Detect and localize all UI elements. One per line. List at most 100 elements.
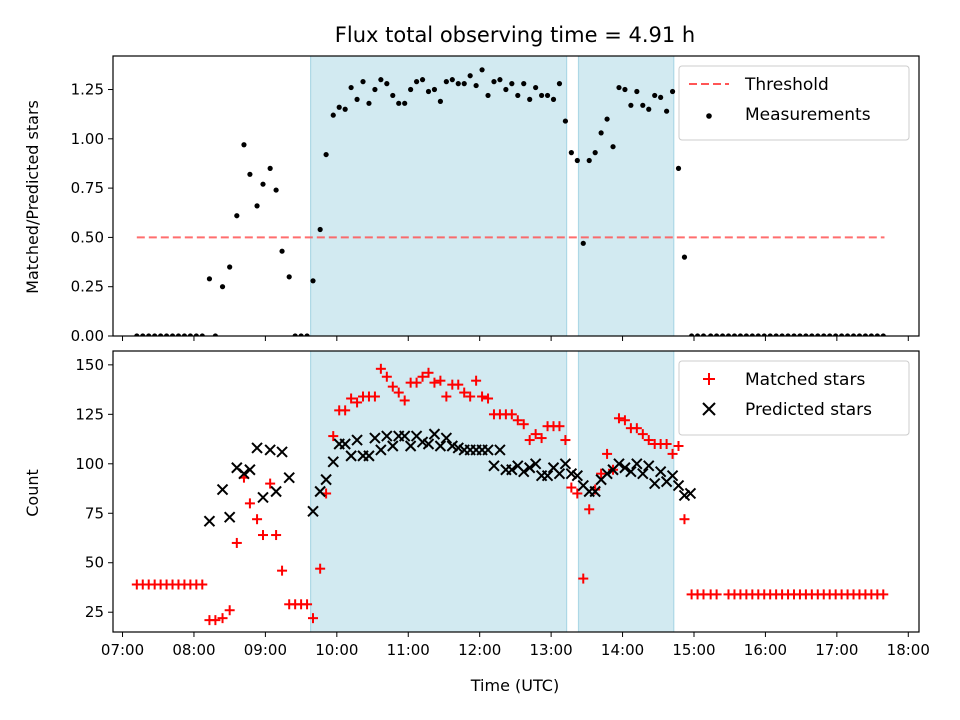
y-tick-label: 0.25 (71, 278, 104, 296)
measurement-point (862, 333, 869, 336)
matched-point (524, 435, 535, 446)
measurement-point (360, 79, 366, 85)
measurement-point (461, 81, 467, 87)
measurement-point (425, 88, 432, 95)
measurement-point (749, 333, 755, 336)
predicted-point (654, 466, 667, 478)
predicted-point (613, 458, 625, 470)
matched-point (381, 371, 392, 382)
predicted-point (216, 483, 229, 496)
measurement-point (292, 333, 298, 336)
legend-label: Predicted stars (745, 400, 872, 420)
measurement-point (140, 333, 146, 336)
figure-title: Flux total observing time = 4.91 h (335, 23, 695, 47)
matched-point (477, 391, 488, 402)
legend-label: Measurements (745, 105, 871, 125)
measurement-point (544, 92, 551, 99)
predicted-point (494, 444, 506, 456)
measurement-point (844, 333, 851, 336)
measurement-point (797, 333, 803, 336)
measurement-point (449, 77, 455, 83)
measurement-point (267, 165, 273, 171)
measurement-point (767, 333, 773, 336)
matched-point (512, 415, 523, 426)
predicted-point (637, 467, 649, 480)
matched-point (265, 478, 276, 489)
measurement-point (491, 79, 497, 85)
measurement-point (310, 278, 316, 284)
measurement-point (348, 84, 354, 91)
measurement-point (408, 86, 414, 93)
legend-predicted-swatch (702, 402, 716, 416)
matched-point (465, 391, 476, 402)
predicted-point (404, 440, 417, 452)
measurement-point (562, 118, 569, 124)
matched-point (602, 448, 613, 459)
legend: Threshold Measurements (678, 65, 910, 141)
predicted-point (643, 460, 655, 472)
legend-box (678, 65, 910, 141)
matched-point (566, 482, 577, 493)
x-tick-label: 08:00 (172, 641, 215, 659)
matched-point (483, 393, 494, 404)
x-tick-label: 15:00 (672, 641, 715, 659)
x-tick-label: 12:00 (458, 641, 501, 659)
legend: Matched stars Predicted stars (678, 360, 910, 436)
measurement-point (298, 333, 304, 336)
matched-point (417, 371, 428, 382)
measurement-point (604, 116, 610, 122)
y-tick-label: 50 (85, 554, 104, 572)
measurement-point (286, 274, 292, 280)
measurement-point (247, 171, 253, 177)
matched-point (530, 429, 541, 440)
predicted-point (327, 456, 339, 468)
matched-point (643, 435, 654, 446)
legend-measurement-swatch (706, 113, 712, 119)
plot-area (134, 56, 886, 336)
predicted-point (223, 511, 236, 523)
predicted-point (422, 438, 435, 450)
observing-interval (310, 351, 567, 632)
measurement-point (304, 333, 310, 336)
measurement-point (538, 92, 545, 99)
plot-area (131, 351, 889, 632)
predicted-point (264, 444, 276, 456)
matched-point (661, 439, 672, 450)
x-tick-label: 11:00 (387, 641, 430, 659)
y-tick-label: 0.50 (71, 228, 104, 246)
measurement-point (761, 333, 767, 336)
measurement-point (134, 333, 140, 336)
predicted-point (314, 485, 326, 498)
measurement-point (396, 100, 402, 106)
measurement-point (868, 333, 874, 336)
measurement-point (169, 333, 176, 336)
measurement-point (743, 333, 749, 336)
matched-point (459, 387, 470, 398)
measurement-point (336, 104, 342, 110)
matched-point (435, 375, 446, 386)
matched-point (711, 589, 722, 600)
matched-point (619, 415, 630, 426)
measurement-point (384, 81, 390, 87)
matched-point (340, 405, 351, 416)
x-tick-label: 13:00 (530, 641, 573, 659)
predicted-point (375, 444, 387, 456)
x-tick-label: 17:00 (815, 641, 858, 659)
legend-label: Threshold (744, 75, 829, 95)
measurement-point (443, 79, 449, 85)
matched-point (302, 599, 313, 610)
matched-point (244, 498, 255, 509)
matched-point (584, 504, 595, 515)
matched-point (315, 563, 326, 574)
y-tick-label: 0.75 (71, 179, 104, 197)
matched-point (231, 537, 242, 548)
matched-point (572, 488, 583, 499)
measurement-point (323, 151, 329, 158)
measurement-point (158, 333, 164, 336)
x-tick-label: 14:00 (601, 641, 644, 659)
measurement-point (206, 276, 213, 282)
predicted-point (345, 450, 357, 462)
predicted-point (589, 485, 601, 498)
measurement-point (833, 333, 839, 336)
measurement-point (616, 84, 622, 91)
